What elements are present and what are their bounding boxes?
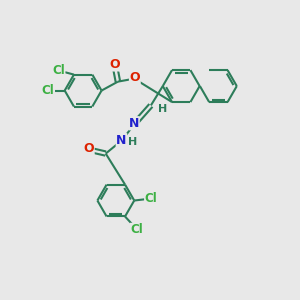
- Text: N: N: [116, 134, 127, 147]
- Text: Cl: Cl: [130, 224, 143, 236]
- Text: H: H: [158, 104, 167, 114]
- Text: H: H: [128, 137, 137, 147]
- Text: O: O: [130, 71, 140, 84]
- Text: Cl: Cl: [42, 84, 54, 97]
- Text: N: N: [129, 117, 139, 130]
- Text: O: O: [110, 58, 120, 71]
- Text: O: O: [83, 142, 94, 155]
- Text: Cl: Cl: [145, 192, 158, 205]
- Text: Cl: Cl: [52, 64, 65, 77]
